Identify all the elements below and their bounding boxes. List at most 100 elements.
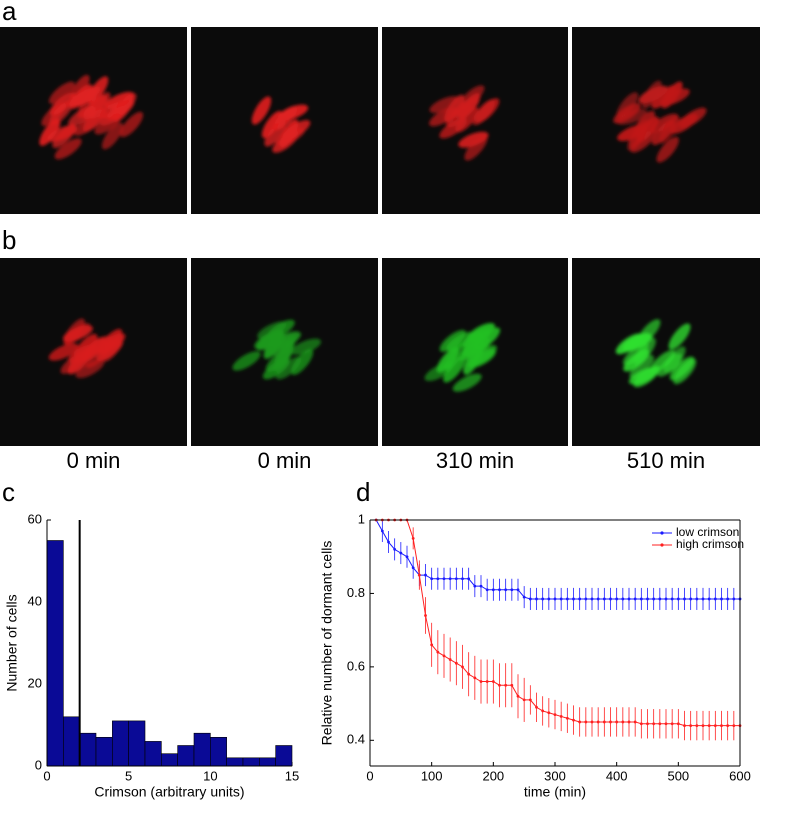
cell-cluster bbox=[615, 319, 697, 388]
cell bbox=[251, 96, 272, 125]
cell bbox=[275, 127, 305, 145]
point bbox=[596, 720, 600, 724]
bar bbox=[226, 757, 244, 767]
point bbox=[504, 683, 508, 687]
cell bbox=[446, 331, 475, 352]
point bbox=[627, 720, 631, 724]
cell bbox=[467, 348, 496, 368]
cell bbox=[443, 356, 466, 383]
cell-cluster bbox=[39, 74, 144, 160]
point bbox=[664, 722, 668, 726]
bar bbox=[128, 720, 146, 767]
point bbox=[516, 588, 520, 592]
cell bbox=[629, 354, 654, 379]
point bbox=[541, 709, 545, 713]
point bbox=[720, 597, 723, 601]
point bbox=[565, 597, 569, 601]
point bbox=[461, 577, 464, 581]
legend-swatch bbox=[660, 543, 664, 547]
point bbox=[491, 588, 495, 592]
cell-cluster bbox=[613, 80, 707, 163]
point bbox=[528, 698, 532, 702]
cell bbox=[232, 351, 261, 371]
bar bbox=[210, 736, 227, 767]
point bbox=[689, 724, 693, 728]
legend-label: high crimson bbox=[676, 537, 744, 551]
y-tick-label: 0.6 bbox=[347, 658, 365, 673]
point bbox=[553, 713, 557, 716]
cell bbox=[630, 129, 657, 153]
bar bbox=[275, 745, 293, 767]
panel-label: b bbox=[2, 225, 16, 255]
cell bbox=[101, 122, 124, 150]
point bbox=[547, 597, 551, 601]
point bbox=[732, 724, 736, 728]
point bbox=[467, 672, 471, 676]
point bbox=[411, 566, 415, 570]
point bbox=[689, 597, 693, 601]
x-axis-label: Crimson (arbitrary units) bbox=[94, 784, 244, 800]
point bbox=[559, 597, 563, 601]
point bbox=[399, 551, 403, 555]
y-tick-label: 20 bbox=[28, 675, 42, 690]
x-tick-label: 600 bbox=[729, 768, 751, 783]
bar bbox=[242, 757, 260, 767]
bar bbox=[193, 732, 211, 767]
y-tick-label: 1 bbox=[358, 511, 365, 526]
legend-label: low crimson bbox=[676, 525, 739, 539]
cell bbox=[613, 103, 641, 124]
cell bbox=[444, 94, 465, 123]
point bbox=[701, 724, 705, 728]
cell bbox=[94, 113, 122, 135]
cell bbox=[455, 107, 479, 133]
y-tick-label: 40 bbox=[28, 593, 42, 608]
point bbox=[683, 724, 686, 728]
x-axis-label: time (min) bbox=[524, 784, 586, 800]
point bbox=[510, 588, 514, 592]
cell bbox=[464, 135, 488, 161]
cell bbox=[668, 323, 691, 350]
cell bbox=[266, 319, 295, 340]
x-tick-label: 0 bbox=[43, 768, 50, 783]
point bbox=[578, 597, 582, 601]
point bbox=[485, 588, 489, 592]
cell bbox=[275, 356, 302, 380]
point bbox=[726, 597, 730, 601]
point bbox=[393, 547, 397, 551]
cell bbox=[48, 81, 75, 104]
y-axis-label: Number of cells bbox=[4, 594, 20, 691]
cell-cluster bbox=[232, 319, 322, 380]
x-tick-label: 0 bbox=[366, 768, 373, 783]
point bbox=[695, 597, 699, 601]
time-label: 310 min bbox=[436, 448, 514, 473]
cell-cluster bbox=[424, 323, 501, 392]
point bbox=[516, 694, 520, 698]
point bbox=[424, 573, 427, 577]
point bbox=[713, 724, 717, 728]
point bbox=[380, 529, 384, 533]
point bbox=[639, 597, 643, 601]
y-tick-label: 0 bbox=[35, 757, 42, 772]
point bbox=[448, 658, 452, 661]
cell bbox=[54, 138, 82, 160]
cell bbox=[458, 131, 489, 148]
point bbox=[670, 722, 674, 726]
cell bbox=[277, 104, 309, 121]
panel-label: a bbox=[2, 0, 17, 26]
point bbox=[454, 661, 458, 665]
point bbox=[436, 577, 440, 581]
point bbox=[442, 654, 446, 658]
cell bbox=[73, 114, 101, 136]
cell bbox=[657, 353, 683, 377]
point bbox=[504, 588, 508, 592]
point bbox=[510, 683, 514, 687]
cell bbox=[679, 107, 707, 128]
x-tick-label: 5 bbox=[125, 768, 132, 783]
point bbox=[491, 680, 495, 683]
bar bbox=[259, 757, 276, 767]
cell bbox=[39, 118, 61, 146]
time-label: 0 min bbox=[258, 448, 312, 473]
cell bbox=[120, 111, 144, 138]
